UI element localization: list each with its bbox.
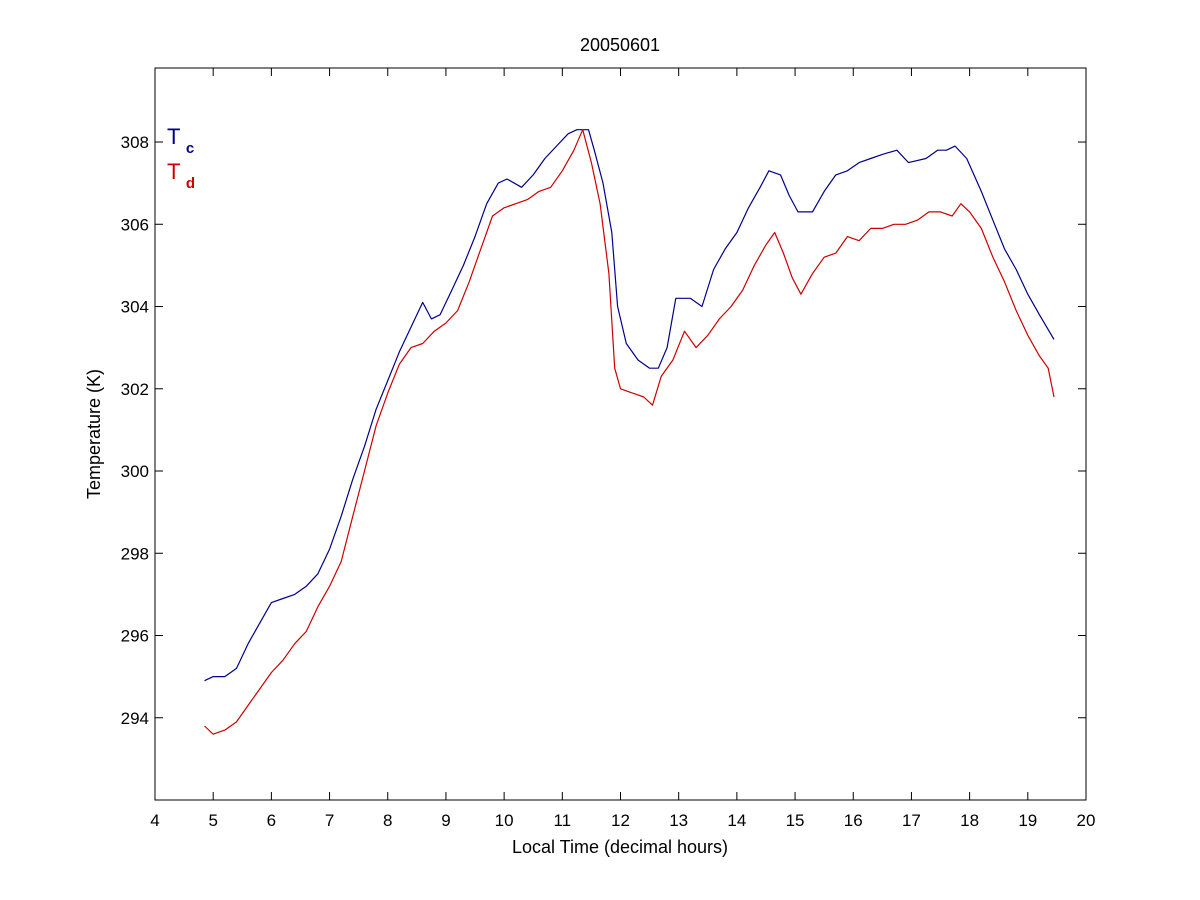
x-tick-label: 17 bbox=[902, 811, 921, 830]
y-tick-label: 302 bbox=[121, 380, 149, 399]
legend-td-sub: d bbox=[186, 175, 195, 192]
chart-title: 20050601 bbox=[580, 35, 660, 55]
x-tick-label: 9 bbox=[441, 811, 450, 830]
y-tick-label: 306 bbox=[121, 215, 149, 234]
series-layer bbox=[204, 129, 1055, 735]
x-tick-label: 6 bbox=[267, 811, 276, 830]
x-tick-label: 10 bbox=[495, 811, 514, 830]
legend-td-main: T bbox=[167, 159, 180, 184]
x-tick-label: 5 bbox=[208, 811, 217, 830]
legend-entry-td: T d bbox=[167, 159, 195, 192]
x-tick-label: 20 bbox=[1077, 811, 1096, 830]
legend-tc-main: T bbox=[167, 124, 180, 149]
y-axis-label: Temperature (K) bbox=[84, 369, 104, 499]
legend-tc-sub: c bbox=[186, 140, 194, 157]
y-axis-ticks: 294 296 298 300 302 304 306 308 bbox=[121, 133, 1086, 728]
y-tick-label: 298 bbox=[121, 544, 149, 563]
y-tick-label: 300 bbox=[121, 462, 149, 481]
y-tick-label: 304 bbox=[121, 298, 149, 317]
x-tick-label: 18 bbox=[960, 811, 979, 830]
x-tick-label: 4 bbox=[150, 811, 159, 830]
x-tick-label: 8 bbox=[383, 811, 392, 830]
legend: T c T d bbox=[167, 124, 195, 192]
x-axis-label: Local Time (decimal hours) bbox=[512, 837, 728, 857]
x-tick-label: 11 bbox=[553, 811, 571, 830]
y-tick-label: 308 bbox=[121, 133, 149, 152]
plot-area bbox=[154, 67, 1087, 801]
x-tick-label: 19 bbox=[1018, 811, 1037, 830]
x-tick-label: 12 bbox=[611, 811, 630, 830]
x-tick-label: 13 bbox=[669, 811, 688, 830]
series-line-tc bbox=[204, 129, 1055, 682]
x-axis-ticks: 4 5 6 7 8 9 10 11 12 13 14 15 16 17 18 19 20 bbox=[150, 68, 1095, 830]
y-tick-label: 294 bbox=[121, 709, 149, 728]
x-tick-label: 15 bbox=[786, 811, 805, 830]
legend-entry-tc: T c bbox=[167, 124, 194, 157]
x-tick-label: 14 bbox=[727, 811, 746, 830]
series-line-td bbox=[204, 129, 1055, 735]
y-tick-label: 296 bbox=[121, 627, 149, 646]
x-tick-label: 7 bbox=[325, 811, 334, 830]
x-tick-label: 16 bbox=[844, 811, 863, 830]
